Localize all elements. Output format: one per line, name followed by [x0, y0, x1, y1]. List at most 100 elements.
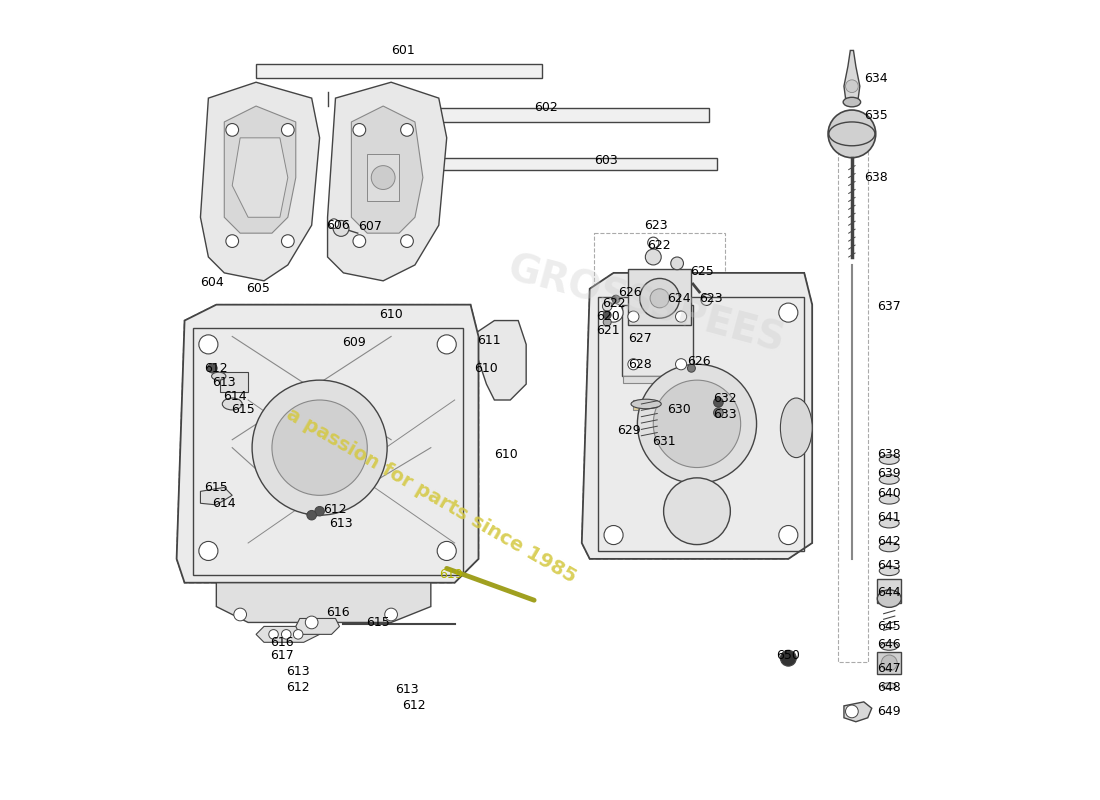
Text: 602: 602 [535, 101, 558, 114]
Polygon shape [351, 106, 422, 233]
Bar [367, 154, 399, 202]
Circle shape [372, 166, 395, 190]
Text: 617: 617 [271, 650, 294, 662]
Circle shape [663, 478, 730, 545]
Polygon shape [177, 305, 478, 582]
Text: 609: 609 [342, 336, 365, 350]
Polygon shape [844, 50, 860, 102]
Circle shape [640, 278, 680, 318]
Ellipse shape [882, 683, 896, 689]
Text: 622: 622 [647, 238, 671, 251]
Bar [621, 305, 693, 376]
Text: 623: 623 [644, 218, 668, 232]
Bar [628, 269, 692, 325]
Circle shape [306, 616, 318, 629]
Text: GROSSSPEES: GROSSSPEES [503, 250, 788, 360]
Text: 637: 637 [878, 300, 901, 313]
Circle shape [294, 630, 302, 639]
Circle shape [226, 234, 239, 247]
Circle shape [881, 655, 898, 671]
Text: 606: 606 [326, 218, 350, 232]
Text: 610: 610 [379, 308, 403, 321]
Ellipse shape [222, 398, 242, 410]
Circle shape [234, 608, 246, 621]
Polygon shape [844, 702, 872, 722]
Bar [220, 372, 249, 392]
Circle shape [714, 398, 723, 407]
Text: 610: 610 [494, 447, 518, 461]
Text: 613: 613 [212, 376, 236, 389]
Circle shape [675, 358, 686, 370]
Text: 647: 647 [878, 662, 901, 675]
Text: 613: 613 [329, 517, 353, 530]
Text: 619: 619 [439, 568, 462, 582]
Text: 613: 613 [395, 683, 419, 697]
Text: 625: 625 [690, 265, 714, 278]
Bar [192, 329, 463, 574]
Ellipse shape [879, 542, 899, 552]
Text: 644: 644 [878, 586, 901, 598]
Circle shape [268, 630, 278, 639]
Circle shape [282, 234, 294, 247]
Text: 646: 646 [878, 638, 901, 651]
Text: 620: 620 [596, 310, 619, 323]
Text: 634: 634 [864, 72, 888, 85]
Text: 650: 650 [777, 650, 801, 662]
Ellipse shape [211, 372, 226, 380]
Circle shape [637, 364, 757, 483]
Text: 612: 612 [286, 681, 310, 694]
Circle shape [385, 608, 397, 621]
Text: 643: 643 [878, 558, 901, 572]
Text: 612: 612 [205, 362, 228, 374]
Circle shape [252, 380, 387, 515]
Polygon shape [232, 138, 288, 218]
Text: 627: 627 [628, 331, 651, 345]
Circle shape [282, 123, 294, 136]
Polygon shape [471, 321, 526, 400]
Circle shape [780, 650, 796, 666]
Text: 616: 616 [326, 606, 350, 619]
Circle shape [315, 506, 324, 516]
Bar [878, 652, 901, 674]
Circle shape [646, 249, 661, 265]
Polygon shape [217, 582, 431, 622]
Text: 639: 639 [878, 466, 901, 479]
Text: 638: 638 [878, 447, 901, 461]
Text: 615: 615 [365, 616, 389, 629]
Circle shape [650, 289, 669, 308]
Text: 640: 640 [878, 487, 901, 500]
Bar [634, 400, 669, 410]
Ellipse shape [880, 642, 898, 650]
Circle shape [675, 311, 686, 322]
Circle shape [779, 303, 798, 322]
Circle shape [828, 110, 876, 158]
Text: 614: 614 [212, 497, 236, 510]
Text: 624: 624 [668, 292, 691, 305]
Text: 615: 615 [231, 403, 254, 416]
Text: 622: 622 [603, 297, 626, 310]
Text: 638: 638 [864, 171, 888, 184]
Text: a passion for parts since 1985: a passion for parts since 1985 [283, 404, 579, 586]
Text: 605: 605 [246, 282, 271, 295]
Text: 628: 628 [628, 358, 651, 370]
Circle shape [714, 408, 723, 418]
Text: 610: 610 [474, 362, 497, 374]
Text: 629: 629 [617, 424, 641, 437]
Text: 601: 601 [392, 44, 415, 57]
Circle shape [307, 510, 317, 520]
Text: 645: 645 [878, 620, 901, 633]
Ellipse shape [878, 590, 901, 607]
Bar [878, 578, 901, 602]
Text: 632: 632 [713, 392, 737, 405]
Polygon shape [200, 82, 320, 281]
Circle shape [846, 80, 858, 93]
Text: 642: 642 [878, 535, 901, 548]
Text: 607: 607 [358, 220, 382, 234]
Circle shape [437, 542, 456, 561]
Circle shape [653, 380, 740, 467]
Text: 611: 611 [477, 334, 500, 347]
Circle shape [333, 221, 349, 236]
Text: 626: 626 [618, 286, 642, 299]
Ellipse shape [631, 399, 661, 409]
Circle shape [437, 335, 456, 354]
